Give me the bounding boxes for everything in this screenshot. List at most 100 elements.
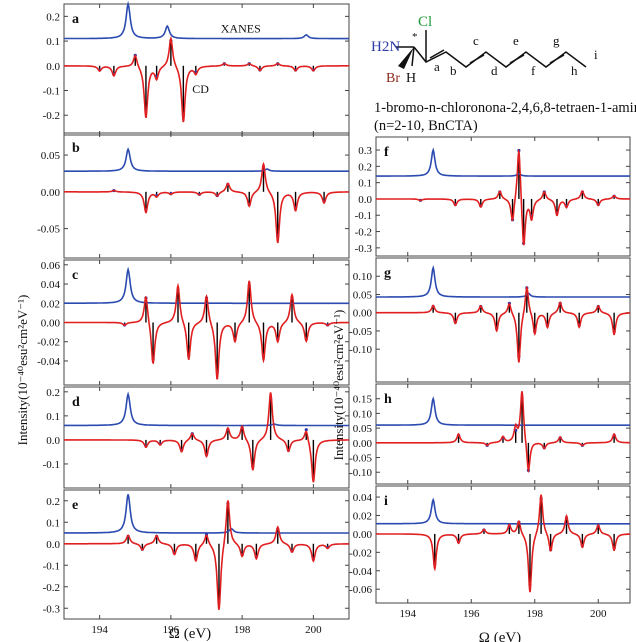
y-tick-label: 0.00 xyxy=(41,318,61,330)
molecule-name-line2: (n=2-10, BnCTA) xyxy=(374,118,478,134)
molecule-double-bond-ab xyxy=(429,49,445,59)
panel-frame xyxy=(375,257,631,383)
y-tick-label: 0.05 xyxy=(353,289,373,301)
xanes-line xyxy=(64,494,349,534)
x-tick-label: 196 xyxy=(463,608,480,620)
xanes-line xyxy=(64,147,349,172)
y-tick-label: -0.2 xyxy=(43,582,60,594)
y-tick-label: 0.3 xyxy=(358,145,372,157)
panel-frame xyxy=(63,132,350,259)
panel-i: 0.04 0.02 0.00 -0.02 -0.04 -0.06 194 196 198 200 i xyxy=(349,485,631,620)
site-label-g: g xyxy=(553,33,560,48)
y-tick-label: -0.04 xyxy=(349,566,372,578)
site-label-b: b xyxy=(450,63,457,78)
panel-h: 0.15 0.10 0.05 0.00 -0.05 -0.10 h xyxy=(349,383,631,485)
y-tick-label: 0.2 xyxy=(46,11,60,23)
panel-c: 0.06 0.04 0.02 0.00 -0.02 -0.04 c xyxy=(37,259,350,386)
x-tick-label: 194 xyxy=(400,608,417,620)
panel-a: 0.2 0.1 0.0 -0.1 -0.2 a XANES CD xyxy=(43,0,350,136)
y-tick-label: -0.10 xyxy=(349,344,372,356)
site-label-c: c xyxy=(473,33,479,48)
molecule-double-bond-gh xyxy=(549,54,565,64)
cd-line xyxy=(376,391,630,474)
cd-line xyxy=(64,35,349,123)
molecule-br-wedge xyxy=(398,47,414,69)
x-axis-label-left: Ω (eV) xyxy=(169,626,211,642)
y-tick-label: 0.04 xyxy=(353,492,373,504)
cd-line xyxy=(376,285,630,363)
panel-label: d xyxy=(72,395,80,410)
y-tick-label: 0.06 xyxy=(41,260,61,272)
site-label-e: e xyxy=(513,33,519,48)
cd-line xyxy=(64,161,349,244)
y-tick-label: -0.06 xyxy=(349,584,372,596)
y-tick-label: 0.1 xyxy=(46,517,60,529)
molecule-br-label: Br xyxy=(386,71,400,86)
x-tick-label: 198 xyxy=(527,608,544,620)
y-tick-label: 0.05 xyxy=(41,150,61,162)
y-tick-label: 0.05 xyxy=(353,423,373,435)
molecule-nh2-label: H2N xyxy=(371,39,400,55)
panel-label: b xyxy=(72,141,80,156)
xanes-line xyxy=(376,497,630,525)
molecule-structure xyxy=(396,30,587,69)
y-tick-label: -0.1 xyxy=(43,560,60,572)
xanes-line xyxy=(64,0,349,40)
y-tick-label: 0.1 xyxy=(46,36,60,48)
y-tick-label: 0.00 xyxy=(41,187,61,199)
panel-label: c xyxy=(72,268,78,283)
panel-frame xyxy=(375,136,631,257)
molecule-h-label: H xyxy=(406,71,416,86)
panel-label: a xyxy=(72,12,79,27)
y-tick-label: 0.1 xyxy=(46,411,60,423)
xanes-line xyxy=(64,266,349,305)
y-tick-label: -0.1 xyxy=(43,459,60,471)
xanes-line xyxy=(376,147,630,177)
panel-label: i xyxy=(384,494,388,509)
x-axis-label-right: Ω (eV) xyxy=(479,630,521,642)
panel-f: 0.3 0.2 0.1 0.0 -0.1 -0.2 -0.3 f xyxy=(355,136,631,257)
y-tick-label: 0.0 xyxy=(358,194,372,206)
y-tick-label: 0.10 xyxy=(353,271,373,283)
y-tick-label: 0.1 xyxy=(358,178,372,190)
y-tick-label: 0.02 xyxy=(353,510,372,522)
y-tick-label: 0.00 xyxy=(353,529,373,541)
y-tick-label: 0.04 xyxy=(41,279,61,291)
y-tick-label: -0.05 xyxy=(349,326,372,338)
site-label-f: f xyxy=(531,63,536,78)
y-axis-label-right: Intensity(10⁻⁴⁰esu²cm²eV⁻¹) xyxy=(331,310,346,461)
y-tick-label: 0.2 xyxy=(46,496,60,508)
x-tick-label: 194 xyxy=(91,624,108,636)
y-tick-label: -0.05 xyxy=(349,453,372,465)
site-label-i: i xyxy=(594,47,598,62)
y-tick-label: -0.10 xyxy=(349,467,372,479)
xanes-line xyxy=(64,391,349,427)
y-tick-label: 0.2 xyxy=(46,387,60,399)
molecule-double-bond-cd xyxy=(469,54,485,64)
y-tick-label: 0.0 xyxy=(46,539,60,551)
site-label-h: h xyxy=(571,63,578,78)
xanes-line xyxy=(376,396,630,426)
y-tick-label: -0.2 xyxy=(43,110,60,122)
panel-frame xyxy=(63,489,350,620)
y-tick-label: -0.3 xyxy=(43,603,61,615)
panel-frame xyxy=(63,386,350,489)
panel-label: e xyxy=(72,498,78,513)
panel-e: 0.2 0.1 0.0 -0.1 -0.2 -0.3 194 196 198 200 e xyxy=(43,489,350,636)
y-tick-label: -0.1 xyxy=(355,210,372,222)
panel-d: 0.2 0.1 0.0 -0.1 d xyxy=(43,386,350,489)
y-tick-label: 0.02 xyxy=(41,298,60,310)
cd-line xyxy=(376,148,630,246)
panel-label: f xyxy=(384,145,389,160)
panel-g: 0.10 0.05 0.00 -0.05 -0.10 g xyxy=(349,257,631,383)
molecule-double-bond-ef xyxy=(509,54,525,64)
molecule-chiral-star: * xyxy=(412,31,418,43)
y-tick-label: -0.05 xyxy=(37,224,60,236)
cd-stick-dot xyxy=(304,428,308,432)
y-tick-label: 0.00 xyxy=(353,308,373,320)
molecule-name-line1: 1-bromo-n-chlorononа-2,4,6,8-tetraen-1-a… xyxy=(374,100,636,116)
cd-line xyxy=(64,392,349,483)
molecule-cl-label: Cl xyxy=(418,14,432,30)
y-tick-label: 0.2 xyxy=(358,161,372,173)
cd-line xyxy=(64,280,349,380)
